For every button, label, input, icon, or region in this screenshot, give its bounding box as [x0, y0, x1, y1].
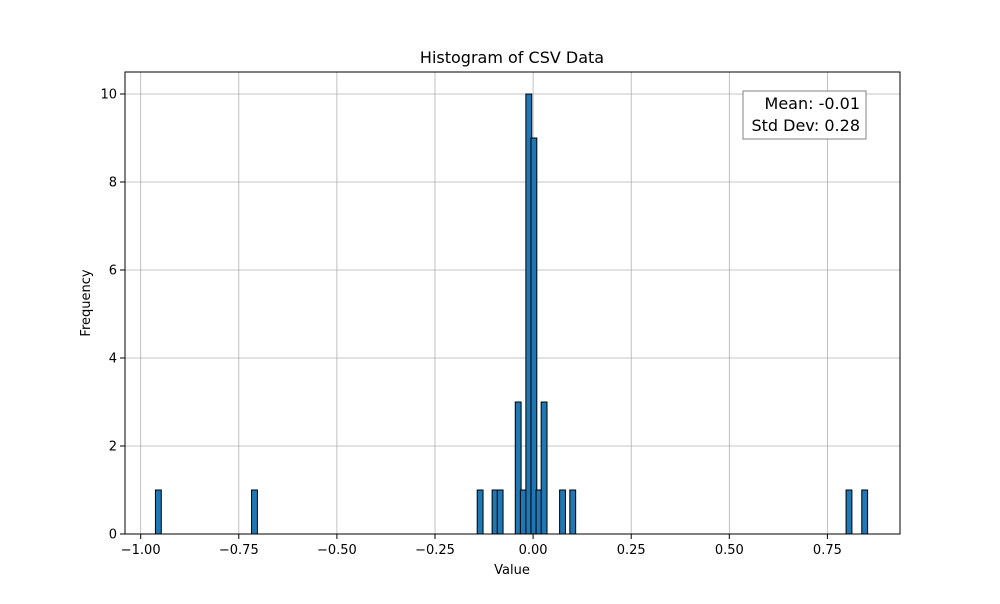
histogram-bar — [154, 489, 162, 535]
histogram-bar — [476, 489, 484, 535]
std-dev-label: Std Dev: 0.28 — [751, 116, 860, 135]
chart-title: Histogram of CSV Data — [420, 48, 604, 67]
y-tick-label: 0 — [109, 528, 117, 543]
histogram-bar — [861, 489, 869, 535]
x-axis-label: Value — [494, 563, 530, 578]
histogram-bar — [559, 489, 566, 535]
x-tick-label: −0.50 — [317, 543, 357, 558]
y-axis-label: Frequency — [79, 269, 94, 336]
x-tick-label: −0.25 — [415, 543, 455, 558]
y-tick-label: 8 — [109, 176, 117, 191]
x-tick-label: 0.50 — [715, 543, 744, 558]
x-tick-label: −1.00 — [121, 543, 161, 558]
histogram-bar — [845, 489, 853, 535]
histogram-bar — [530, 137, 538, 535]
stats-annotation: Mean: -0.01 Std Dev: 0.28 — [742, 90, 867, 140]
x-tick-label: 0.75 — [813, 543, 842, 558]
y-tick-label: 2 — [109, 440, 117, 455]
y-axis-ticks: 0 2 4 6 8 10 — [100, 88, 125, 543]
stats-annotation-box — [742, 90, 867, 140]
y-tick-label: 10 — [100, 88, 117, 103]
y-tick-label: 4 — [109, 352, 117, 367]
plot-frame — [124, 71, 901, 535]
histogram-bar — [496, 489, 504, 535]
histogram-bar — [569, 489, 577, 535]
histogram-bar — [519, 489, 527, 535]
x-tick-label: 0.25 — [617, 543, 646, 558]
x-tick-label: −0.75 — [219, 543, 259, 558]
x-axis-ticks: −1.00 −0.75 −0.50 −0.25 0.00 0.25 0.50 0.75 — [121, 534, 842, 558]
histogram-bar — [251, 489, 258, 535]
x-tick-label: 0.00 — [519, 543, 548, 558]
histogram-bar — [540, 401, 548, 535]
mean-label: Mean: -0.01 — [765, 94, 860, 113]
y-tick-label: 6 — [109, 264, 117, 279]
